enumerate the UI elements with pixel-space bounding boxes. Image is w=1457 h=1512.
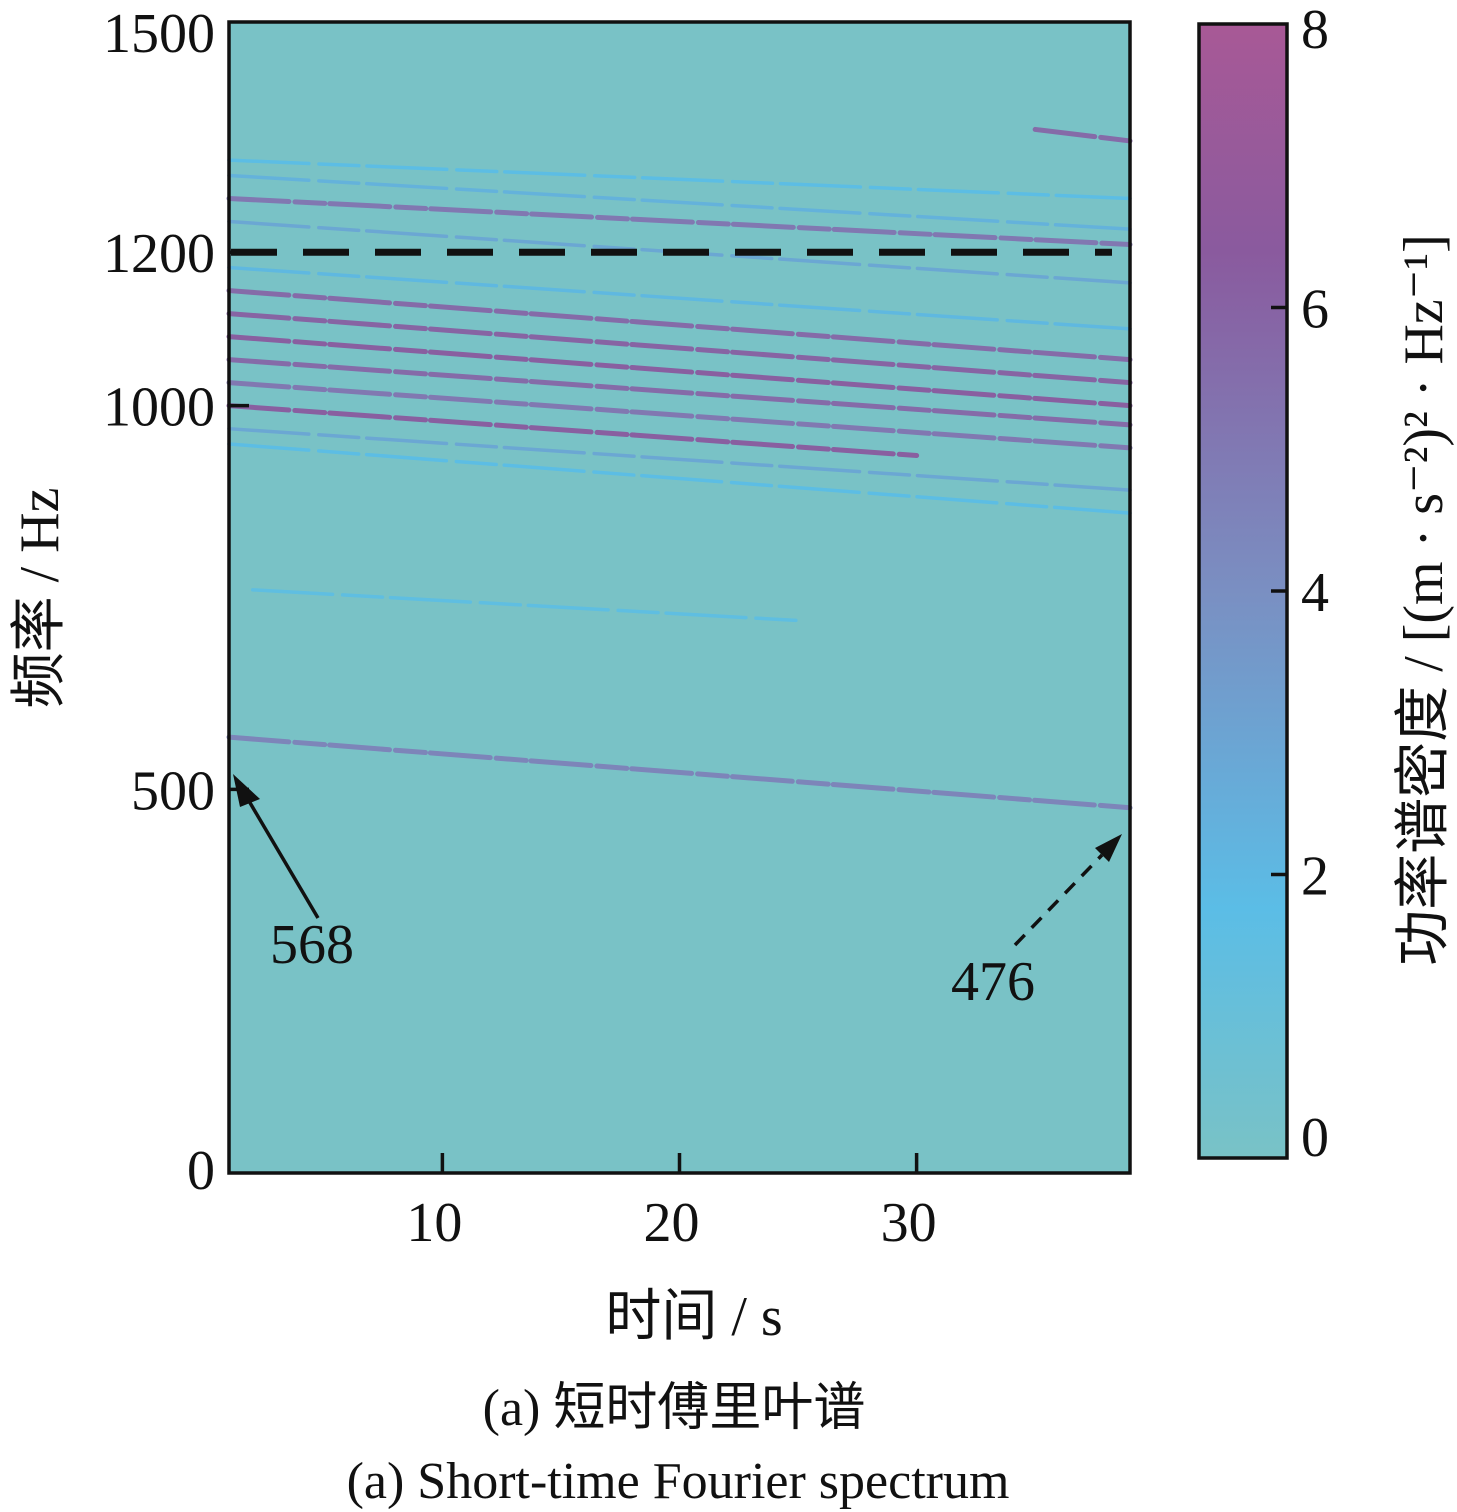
y-axis-ticks: 0 500 1000 1200 1500 [103,3,249,1202]
colorbar-ticks: 0 2 4 6 8 [1271,0,1329,1169]
colorbar-tick-label-0: 0 [1301,1107,1329,1169]
caption-zh: (a) 短时傅里叶谱 [483,1380,866,1437]
arrowhead-476 [1095,834,1122,862]
track-3 [227,173,1132,231]
y-tick-label-500: 500 [131,760,215,822]
colorbar-tick-label-8: 8 [1301,0,1329,61]
arrowhead-568 [233,774,260,807]
x-axis-title: 时间 / s [605,1286,782,1348]
y-tick-label-1000: 1000 [103,377,215,439]
colorbar-tick-label-2: 2 [1301,846,1329,908]
track-4 [227,158,1132,201]
track-5 [227,265,1132,331]
track-11 [226,403,920,459]
track-1 [226,195,1133,248]
x-tick-label-10: 10 [406,1192,462,1254]
track-10 [226,380,1133,451]
annotation-label-476: 476 [951,951,1035,1013]
x-tick-label-30: 30 [881,1192,937,1254]
colorbar-tick-label-6: 6 [1301,279,1329,341]
colorbar-title: 功率谱密度 / [(m · s⁻²)² · Hz⁻¹] [1393,234,1455,966]
caption-en: (a) Short-time Fourier spectrum [347,1453,1010,1510]
annotation-arrow-568 [244,795,320,919]
track-9 [226,357,1133,428]
colorbar-tick-label-4: 4 [1301,562,1329,624]
track-12 [227,426,1132,492]
y-tick-label-1200: 1200 [103,223,215,285]
track-8 [226,334,1133,409]
annotation-arrow-476 [1013,853,1104,947]
x-axis-ticks: 10 20 30 [406,1153,937,1254]
track-0 [226,734,1133,811]
track-14 [1032,126,1133,144]
annotations: 568 476 [233,774,1122,1013]
track-15 [250,588,800,623]
y-tick-label-1500: 1500 [103,3,215,65]
track-13 [227,442,1132,515]
y-tick-label-0: 0 [187,1140,215,1202]
track-6 [226,288,1133,363]
spectral-tracks [226,126,1133,811]
y-axis-title: 频率 / Hz [9,488,71,709]
x-tick-label-20: 20 [644,1192,700,1254]
track-7 [226,311,1133,386]
annotation-label-568: 568 [270,914,354,976]
